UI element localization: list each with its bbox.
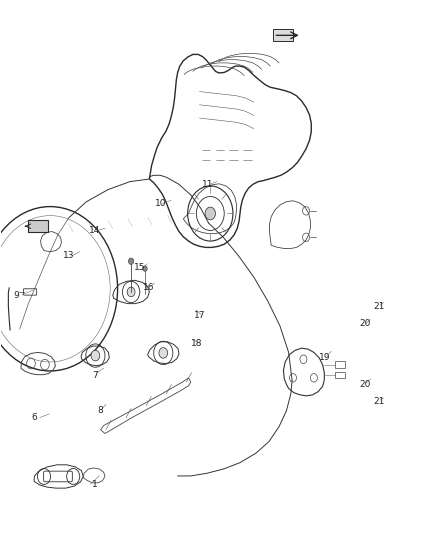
Text: 14: 14 <box>89 226 101 235</box>
Circle shape <box>127 287 135 297</box>
Text: 9: 9 <box>14 291 20 300</box>
Circle shape <box>128 258 134 264</box>
Text: 20: 20 <box>359 379 371 389</box>
Circle shape <box>205 207 215 220</box>
Text: 20: 20 <box>359 319 371 328</box>
Text: 6: 6 <box>31 413 37 422</box>
Text: 21: 21 <box>374 397 385 406</box>
Text: 16: 16 <box>143 283 154 292</box>
Text: 18: 18 <box>191 339 202 348</box>
Text: 17: 17 <box>194 311 205 320</box>
Text: 8: 8 <box>98 406 103 415</box>
Circle shape <box>143 266 147 271</box>
Text: 1: 1 <box>92 480 98 489</box>
Text: 15: 15 <box>134 263 145 272</box>
Text: 13: 13 <box>63 252 74 261</box>
FancyBboxPatch shape <box>273 29 293 41</box>
Circle shape <box>159 348 168 358</box>
Text: 7: 7 <box>92 370 98 379</box>
Text: 11: 11 <box>202 180 214 189</box>
Circle shape <box>91 350 100 361</box>
Text: 21: 21 <box>374 302 385 311</box>
Text: 19: 19 <box>318 353 330 362</box>
FancyBboxPatch shape <box>28 220 48 232</box>
Text: 10: 10 <box>155 199 166 208</box>
